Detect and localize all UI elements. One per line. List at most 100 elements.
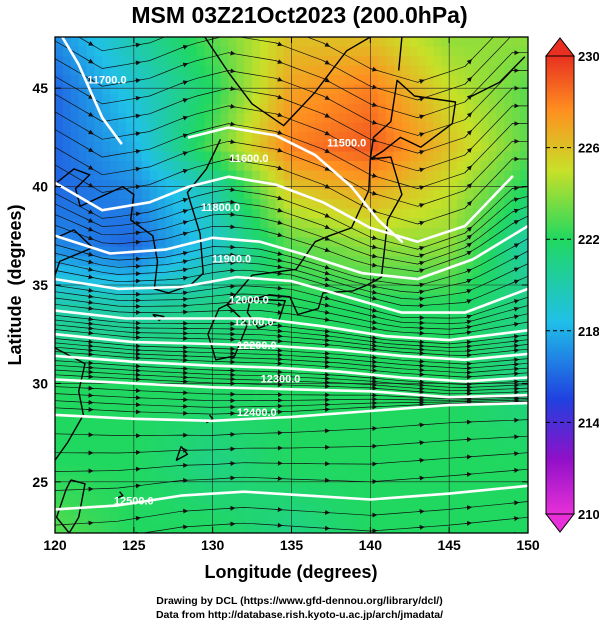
heatmap-cell: [457, 84, 466, 95]
heatmap-cell: [236, 75, 245, 86]
heatmap-cell: [393, 189, 403, 200]
heatmap-cell: [212, 122, 222, 133]
heatmap-cell: [236, 132, 245, 143]
heatmap-cell: [425, 170, 434, 181]
heatmap-cell: [307, 428, 316, 439]
heatmap-cell: [472, 113, 482, 124]
heatmap-cell: [299, 37, 308, 48]
heatmap-cell: [78, 256, 88, 267]
heatmap-cell: [346, 485, 356, 496]
heatmap-cell: [370, 141, 379, 153]
heatmap-cell: [110, 304, 119, 315]
wind-arrow: [275, 207, 283, 213]
heatmap-cell: [55, 428, 64, 439]
heatmap-cell: [118, 170, 127, 181]
heatmap-cell: [228, 151, 237, 162]
heatmap-cell: [315, 189, 324, 200]
heatmap-cell: [449, 304, 458, 315]
heatmap-cell: [173, 485, 182, 496]
heatmap-cell: [236, 208, 245, 219]
heatmap-cell: [133, 113, 143, 124]
heatmap-cell: [512, 199, 521, 210]
heatmap-cell: [78, 132, 88, 143]
wind-arrow: [133, 148, 141, 154]
heatmap-cell: [330, 56, 340, 67]
heatmap-cell: [70, 122, 80, 133]
heatmap-cell: [488, 475, 498, 486]
heatmap-cell: [228, 75, 237, 86]
heatmap-cell: [354, 475, 364, 486]
heatmap-cell: [449, 361, 458, 372]
heatmap-cell: [386, 475, 395, 486]
heatmap-cell: [275, 294, 285, 305]
heatmap-cell: [433, 37, 442, 48]
heatmap-cell: [338, 189, 348, 200]
heatmap-cell: [441, 170, 450, 181]
heatmap-cell: [449, 428, 458, 439]
heatmap-cell: [496, 380, 505, 391]
heatmap-cell: [275, 494, 285, 505]
heatmap-cell: [291, 485, 300, 496]
heatmap-cell: [323, 103, 332, 114]
heatmap-cell: [488, 161, 498, 172]
wind-arrow: [464, 234, 473, 241]
heatmap-cell: [252, 170, 261, 181]
heatmap-cell: [125, 428, 135, 439]
heatmap-cell: [204, 304, 214, 315]
heatmap-cell: [228, 37, 237, 48]
heatmap-cell: [425, 122, 434, 133]
heatmap-cell: [86, 475, 96, 486]
heatmap-cell: [228, 46, 237, 57]
heatmap-cell: [181, 485, 190, 496]
heatmap-cell: [299, 132, 308, 143]
wind-arrow: [133, 78, 141, 84]
wind-arrow: [134, 565, 141, 566]
heatmap-cell: [504, 151, 513, 162]
heatmap-cell: [94, 56, 103, 67]
wind-arrow: [86, 321, 94, 327]
heatmap-cell: [55, 323, 64, 334]
heatmap-cell: [157, 199, 166, 210]
heatmap-cell: [181, 523, 190, 533]
heatmap-cell: [212, 399, 222, 410]
heatmap-cell: [362, 285, 371, 296]
heatmap-cell: [457, 227, 466, 238]
heatmap-cell: [78, 304, 88, 315]
heatmap-cell: [457, 189, 466, 200]
heatmap-cell: [125, 332, 135, 343]
heatmap-cell: [393, 380, 403, 391]
heatmap-cell: [472, 361, 482, 372]
heatmap-cell: [62, 323, 72, 334]
heatmap-cell: [78, 447, 88, 458]
heatmap-cell: [55, 151, 64, 162]
heatmap-cell: [110, 56, 119, 67]
heatmap-cell: [236, 180, 245, 191]
heatmap-cell: [417, 275, 427, 286]
heatmap-cell: [488, 75, 498, 86]
heatmap-cell: [346, 265, 356, 277]
wind-arrow: [512, 565, 519, 566]
heatmap-cell: [157, 122, 166, 133]
heatmap-cell: [267, 285, 277, 296]
heatmap-cell: [441, 485, 450, 496]
heatmap-cell: [118, 218, 127, 229]
heatmap-cell: [409, 494, 419, 505]
heatmap-cell: [189, 523, 198, 533]
heatmap-cell: [133, 189, 143, 200]
heatmap-cell: [472, 437, 482, 448]
heatmap-cell: [220, 237, 230, 248]
heatmap-cell: [189, 513, 198, 525]
heatmap-cell: [259, 504, 269, 515]
heatmap-cell: [267, 437, 277, 448]
heatmap-cell: [173, 65, 182, 76]
heatmap-cell: [488, 189, 498, 200]
wind-arrow: [86, 209, 94, 215]
heatmap-cell: [315, 428, 324, 439]
heatmap-cell: [244, 256, 253, 267]
heatmap-cell: [496, 437, 505, 448]
wind-arrow: [322, 270, 331, 276]
heatmap-cell: [472, 122, 482, 133]
heatmap-cell: [283, 227, 293, 238]
heatmap-cell: [512, 494, 521, 505]
heatmap-cell: [291, 122, 300, 133]
